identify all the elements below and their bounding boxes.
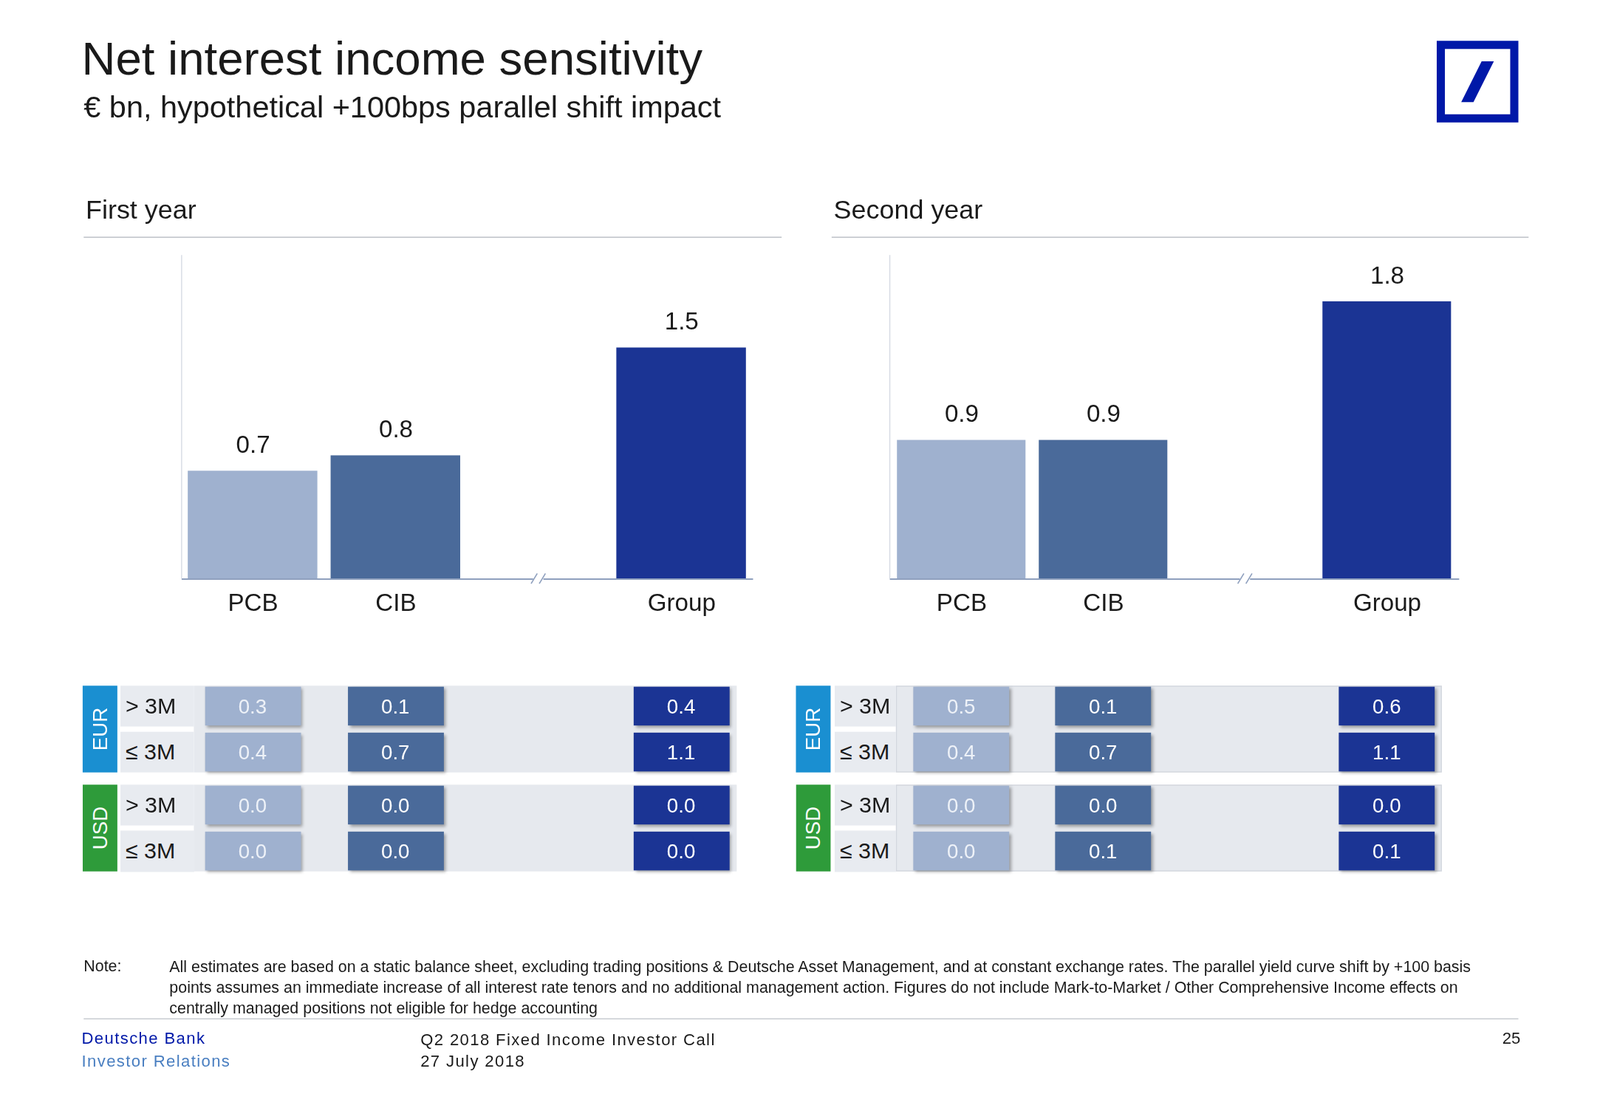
html-text:0.0: 0.0: [238, 793, 267, 816]
html-text:0.6: 0.6: [1372, 694, 1401, 717]
html-text:≤ 3M: ≤ 3M: [125, 738, 176, 765]
html-text:All estimates are based on a s: All estimates are based on a static bala…: [169, 958, 1471, 1017]
html-text:≤ 3M: ≤ 3M: [839, 738, 890, 765]
html-text:USD: USD: [88, 806, 111, 850]
html-text:1.1: 1.1: [666, 740, 696, 763]
html-text:0.0: 0.0: [238, 839, 267, 862]
html-text:0.4: 0.4: [666, 694, 696, 717]
svg-text:PCB: PCB: [228, 588, 279, 617]
html-text:Q2 2018 Fixed Income Investor: Q2 2018 Fixed Income Investor Call: [420, 1030, 716, 1048]
html-text:EUR: EUR: [88, 707, 111, 751]
html-text:0.0: 0.0: [1088, 793, 1118, 816]
html-text:USD: USD: [801, 806, 825, 850]
svg-text:0.9: 0.9: [944, 399, 979, 427]
html-text:0.1: 0.1: [1088, 694, 1118, 717]
html-text:> 3M: > 3M: [125, 791, 177, 818]
html-text:25: 25: [1502, 1029, 1521, 1047]
html-text:> 3M: > 3M: [839, 791, 891, 818]
html-text:0.0: 0.0: [381, 839, 410, 862]
svg-text:1.8: 1.8: [1370, 261, 1405, 289]
svg-text:1.5: 1.5: [664, 307, 699, 335]
svg-text:Group: Group: [1353, 588, 1422, 617]
svg-text:Group: Group: [647, 588, 716, 617]
html-text:Net interest income sensitivit: Net interest income sensitivity: [81, 31, 703, 85]
html-text:First year: First year: [85, 193, 197, 225]
html-text:0.4: 0.4: [947, 740, 976, 763]
html-text:0.0: 0.0: [381, 793, 410, 816]
html-text:0.0: 0.0: [947, 839, 976, 862]
html-text:0.0: 0.0: [666, 793, 696, 816]
html-text:€ bn, hypothetical +100bps par: € bn, hypothetical +100bps parallel shif…: [83, 89, 721, 124]
svg-text:0.8: 0.8: [378, 415, 413, 443]
html-text:0.0: 0.0: [947, 793, 976, 816]
html-text:> 3M: > 3M: [839, 692, 891, 719]
html-text:≤ 3M: ≤ 3M: [839, 837, 890, 864]
html-text:EUR: EUR: [801, 707, 825, 751]
html-text:1.1: 1.1: [1372, 740, 1401, 763]
html-text:0.4: 0.4: [238, 740, 267, 763]
html-text:0.0: 0.0: [1372, 793, 1401, 816]
html-text:0.0: 0.0: [666, 839, 696, 862]
html-text:0.1: 0.1: [1088, 839, 1118, 862]
html-text:0.7: 0.7: [381, 740, 410, 763]
html-text:0.1: 0.1: [381, 694, 410, 717]
html-text:Second year: Second year: [833, 193, 983, 225]
html-text:0.3: 0.3: [238, 694, 267, 717]
svg-text:CIB: CIB: [1082, 588, 1124, 617]
html-text:0.7: 0.7: [1088, 740, 1118, 763]
html-text:Investor Relations: Investor Relations: [81, 1052, 231, 1070]
html-text:Deutsche Bank: Deutsche Bank: [81, 1029, 206, 1047]
svg-text:PCB: PCB: [936, 588, 987, 617]
html-text:0.1: 0.1: [1372, 839, 1401, 862]
html-text:0.5: 0.5: [947, 694, 976, 717]
svg-text:0.7: 0.7: [236, 430, 271, 458]
html-text:27 July 2018: 27 July 2018: [420, 1052, 526, 1070]
html-text:Note:: Note:: [83, 957, 122, 975]
html-text:> 3M: > 3M: [125, 692, 177, 719]
svg-text:0.9: 0.9: [1086, 399, 1121, 427]
svg-text:CIB: CIB: [375, 588, 416, 617]
html-text:≤ 3M: ≤ 3M: [125, 837, 176, 864]
